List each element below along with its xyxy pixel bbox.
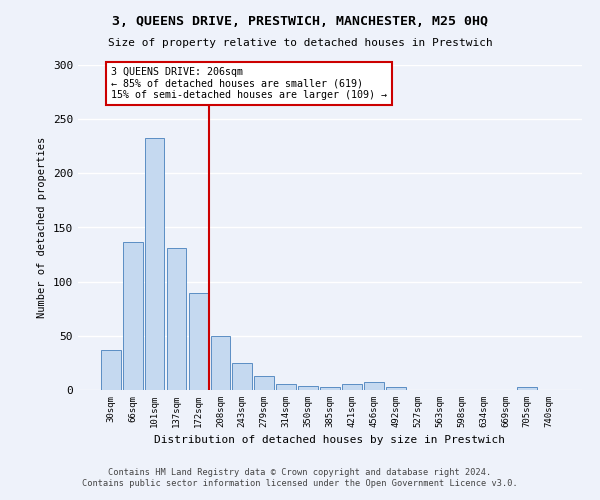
Bar (167, 248, 187, 390)
X-axis label: Distribution of detached houses by size in Prestwich: Distribution of detached houses by size … (155, 436, 505, 446)
Text: 3 QUEENS DRIVE: 206sqm
← 85% of detached houses are smaller (619)
15% of semi-de: 3 QUEENS DRIVE: 206sqm ← 85% of detached… (111, 67, 387, 100)
Bar (364, 382, 384, 390)
Bar (276, 384, 296, 390)
Bar (145, 138, 164, 390)
Bar (320, 387, 340, 390)
Bar (342, 384, 362, 390)
Bar (123, 242, 143, 390)
Bar (101, 350, 121, 390)
Text: Contains HM Land Registry data © Crown copyright and database right 2024.
Contai: Contains HM Land Registry data © Crown c… (82, 468, 518, 487)
Bar (211, 336, 230, 390)
Bar (188, 292, 208, 390)
Text: 3, QUEENS DRIVE, PRESTWICH, MANCHESTER, M25 0HQ: 3, QUEENS DRIVE, PRESTWICH, MANCHESTER, … (112, 15, 488, 28)
Text: Size of property relative to detached houses in Prestwich: Size of property relative to detached ho… (107, 38, 493, 48)
Y-axis label: Number of detached properties: Number of detached properties (37, 137, 47, 318)
Bar (254, 376, 274, 390)
Bar (232, 363, 252, 390)
Bar (298, 386, 318, 390)
Bar (517, 387, 537, 390)
Bar (386, 387, 406, 390)
